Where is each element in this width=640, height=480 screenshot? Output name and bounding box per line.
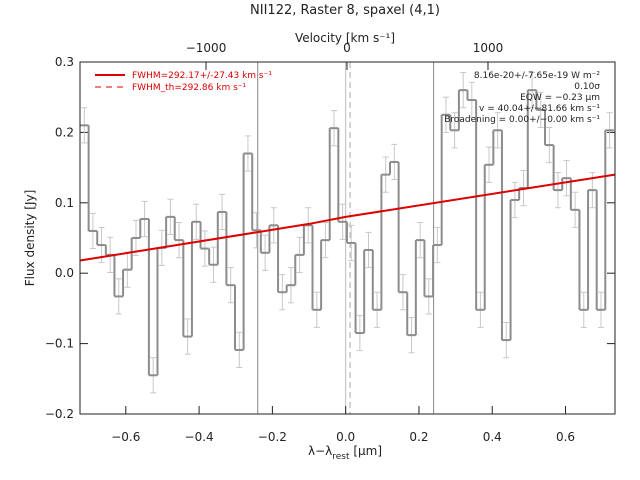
x-tick-label: 0.6: [556, 430, 575, 444]
annotation: v = 40.04+/−81.66 km s⁻¹: [479, 104, 600, 114]
x-tick-label: 0.4: [483, 430, 502, 444]
x-label-sub: rest: [332, 452, 350, 462]
y-tick-label: 0.3: [55, 55, 74, 69]
x2-axis-label: Velocity [km s⁻¹]: [295, 31, 395, 45]
x2-tick-label: 1000: [473, 41, 504, 55]
legend-label: FWHM=292.17+/-27.43 km s⁻¹: [132, 71, 272, 81]
annotation: 8.16e-20+/-7.65e-19 W m⁻²: [474, 71, 601, 81]
annotation: 0.10σ: [574, 82, 600, 92]
plot-frame: [79, 61, 616, 415]
y-tick-label: −0.2: [45, 407, 74, 421]
y-tick-label: 0.0: [55, 266, 74, 280]
x-tick-label: −0.4: [185, 430, 214, 444]
x-label-main: λ−λ: [308, 444, 332, 458]
y-tick-label: 0.2: [55, 125, 74, 139]
x2-tick-label: −1000: [186, 41, 227, 55]
x2-tick-label: 0: [343, 41, 351, 55]
x-tick-label: −0.6: [111, 430, 140, 444]
y-tick-label: 0.1: [55, 196, 74, 210]
x-tick-label: 0.0: [336, 430, 355, 444]
x-label-unit: [μm]: [350, 444, 383, 458]
chart-title: NII122, Raster 8, spaxel (4,1): [250, 3, 440, 18]
y-tick-label: −0.1: [45, 337, 74, 351]
x-tick-label: −0.2: [258, 430, 287, 444]
annotation: EQW = −0.23 μm: [520, 93, 600, 103]
x-axis-label: λ−λrest [μm]: [308, 444, 382, 462]
x-tick-label: 0.2: [409, 430, 428, 444]
fit-line: [79, 173, 616, 262]
annotation: Broadening = 0.00+/−0.00 km s⁻¹: [444, 115, 600, 125]
y-axis-label: Flux density [Jy]: [23, 190, 37, 287]
legend-label: FWHM_th=292.86 km s⁻¹: [132, 83, 247, 93]
